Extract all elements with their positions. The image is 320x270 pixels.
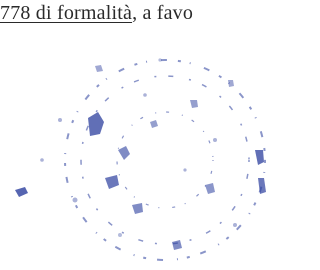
stamp [0, 0, 278, 270]
document-page: {"text": {"underlined": "778 di formalit… [0, 0, 278, 270]
stamp-center-ring [117, 112, 213, 208]
stamp-outer-ring [65, 60, 265, 260]
stamp-marks [15, 58, 266, 250]
stamp-inner-ring [81, 76, 249, 244]
